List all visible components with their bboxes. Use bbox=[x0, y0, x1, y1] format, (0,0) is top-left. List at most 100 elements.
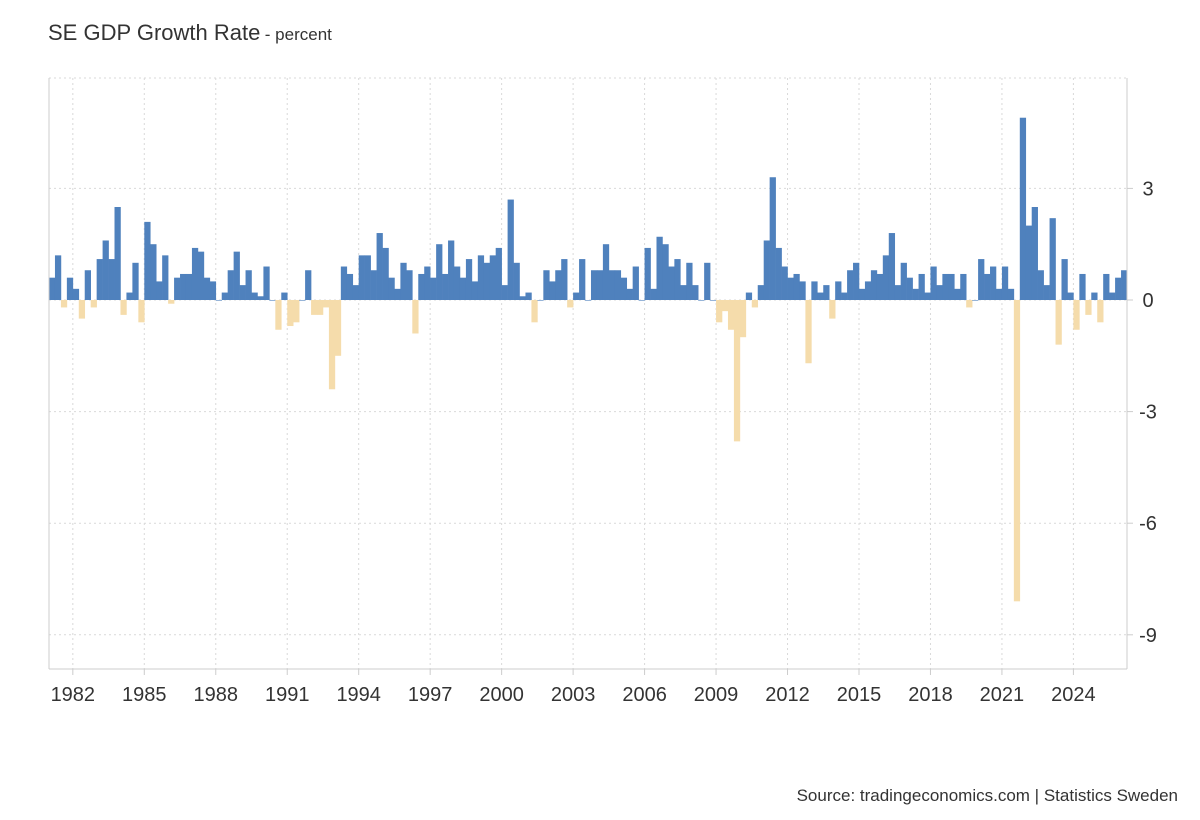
bar bbox=[483, 262, 491, 300]
bar bbox=[1025, 225, 1033, 300]
bar bbox=[942, 273, 949, 300]
bar bbox=[864, 281, 872, 300]
bar bbox=[519, 296, 526, 300]
bar bbox=[918, 273, 925, 300]
bar bbox=[990, 266, 997, 300]
bar bbox=[841, 292, 848, 300]
bar bbox=[680, 285, 687, 300]
bar bbox=[894, 285, 901, 300]
bar bbox=[227, 270, 234, 300]
bar bbox=[108, 259, 115, 300]
bar bbox=[281, 292, 288, 300]
bar bbox=[203, 277, 211, 300]
bar bbox=[72, 288, 80, 300]
bar bbox=[352, 285, 360, 300]
bar bbox=[275, 300, 282, 330]
bar bbox=[424, 266, 431, 300]
bar bbox=[412, 300, 419, 334]
bar bbox=[60, 300, 68, 308]
bar bbox=[215, 300, 223, 301]
bar bbox=[757, 285, 764, 300]
bar bbox=[596, 270, 604, 300]
bar bbox=[775, 247, 782, 300]
bar bbox=[418, 273, 425, 300]
bar bbox=[1001, 266, 1009, 300]
bar bbox=[233, 251, 240, 300]
bar bbox=[287, 300, 294, 327]
bar bbox=[590, 270, 598, 300]
bar bbox=[978, 259, 985, 300]
bar bbox=[722, 300, 729, 312]
bar bbox=[78, 300, 86, 319]
bar bbox=[751, 300, 759, 308]
bar bbox=[1085, 300, 1092, 315]
bar bbox=[221, 292, 228, 300]
bar bbox=[489, 255, 496, 300]
bar bbox=[1007, 288, 1015, 300]
bar bbox=[126, 292, 133, 300]
bar bbox=[114, 207, 121, 300]
bar bbox=[745, 292, 753, 300]
bar bbox=[156, 281, 163, 300]
bar bbox=[1013, 300, 1021, 602]
bar bbox=[376, 233, 383, 300]
bar bbox=[579, 259, 586, 300]
bar bbox=[960, 273, 967, 300]
x-tick-label: 1988 bbox=[194, 684, 239, 706]
bar bbox=[197, 251, 205, 300]
bar bbox=[1109, 292, 1116, 300]
bar bbox=[340, 266, 348, 300]
bar bbox=[465, 259, 473, 300]
bar bbox=[549, 281, 556, 300]
bar bbox=[102, 240, 109, 300]
bar bbox=[948, 273, 955, 300]
y-tick-label: -3 bbox=[1139, 402, 1157, 424]
bar bbox=[406, 270, 413, 300]
bar bbox=[585, 300, 592, 301]
bar bbox=[674, 259, 681, 300]
bar bbox=[710, 300, 717, 301]
bar bbox=[1061, 259, 1068, 300]
bar bbox=[1073, 300, 1080, 330]
bar bbox=[972, 300, 979, 301]
bar bbox=[1019, 117, 1027, 300]
y-tick-label: -9 bbox=[1139, 625, 1157, 647]
bar bbox=[1097, 300, 1104, 323]
bar bbox=[96, 259, 103, 300]
source-note: Source: tradingeconomics.com | Statistic… bbox=[796, 786, 1178, 805]
bar bbox=[66, 277, 74, 300]
bar bbox=[686, 262, 693, 300]
bar bbox=[430, 277, 437, 300]
bar bbox=[1031, 207, 1038, 300]
bar bbox=[305, 270, 312, 300]
bars bbox=[49, 117, 1128, 602]
bar bbox=[471, 281, 479, 300]
bar bbox=[543, 270, 550, 300]
bar bbox=[608, 270, 616, 300]
bar bbox=[888, 233, 896, 300]
bar bbox=[370, 270, 377, 300]
bar bbox=[477, 255, 485, 300]
bar bbox=[811, 281, 818, 300]
bar bbox=[525, 292, 532, 300]
bar bbox=[632, 266, 639, 300]
bar bbox=[1079, 273, 1086, 300]
bar bbox=[668, 266, 675, 300]
bar bbox=[191, 247, 199, 300]
bar bbox=[638, 300, 645, 301]
bar bbox=[727, 300, 735, 330]
bar bbox=[239, 285, 246, 300]
bar bbox=[966, 300, 973, 308]
bar bbox=[346, 273, 354, 300]
x-tick-label: 2006 bbox=[622, 684, 667, 706]
bar bbox=[168, 300, 175, 304]
bar bbox=[251, 292, 258, 300]
x-tick-label: 1994 bbox=[336, 684, 381, 706]
bar bbox=[1049, 218, 1056, 300]
bar bbox=[144, 221, 151, 300]
bar bbox=[459, 277, 467, 300]
chart-title-text: SE GDP Growth Rate bbox=[48, 20, 261, 45]
bar bbox=[656, 236, 663, 300]
x-tick-label: 2003 bbox=[551, 684, 596, 706]
